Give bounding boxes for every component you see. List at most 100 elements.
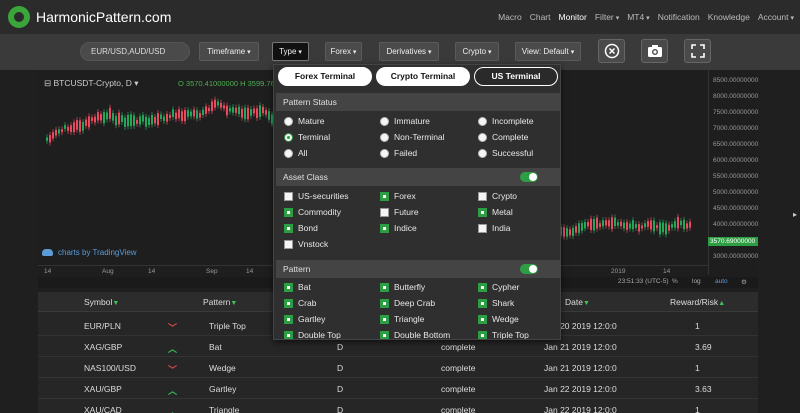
nav-monitor[interactable]: Monitor <box>558 12 587 22</box>
checkbox-checked[interactable] <box>284 330 293 339</box>
asset-class-option-us-securities[interactable]: US-securities <box>284 191 349 201</box>
asset-class-option-crypto[interactable]: Crypto <box>478 191 517 201</box>
checkbox-checked[interactable] <box>380 223 389 233</box>
pattern-status-option-non-terminal[interactable]: Non-Terminal <box>380 132 445 142</box>
us-terminal-button[interactable]: US Terminal <box>474 67 558 86</box>
asset-class-option-future[interactable]: Future <box>380 207 419 217</box>
derivatives-dropdown[interactable]: Derivatives <box>379 42 439 61</box>
timeframe-dropdown[interactable]: Timeframe <box>199 42 259 61</box>
checkbox-checked[interactable] <box>478 298 487 308</box>
checkbox-checked[interactable] <box>478 282 487 292</box>
radio-unchecked[interactable] <box>478 148 487 158</box>
checkbox-checked[interactable] <box>284 314 293 324</box>
asset-class-option-india[interactable]: India <box>478 223 510 233</box>
forex-dropdown[interactable]: Forex <box>325 42 362 61</box>
col-symbol[interactable]: Symbol▼ <box>84 297 120 307</box>
pattern-option-triangle[interactable]: Triangle <box>380 314 424 324</box>
auto-toggle[interactable]: auto <box>715 278 728 285</box>
radio-checked[interactable] <box>284 132 293 142</box>
nav-macro[interactable]: Macro <box>498 12 522 22</box>
snapshot-button[interactable] <box>641 39 668 63</box>
fullscreen-button[interactable] <box>684 39 711 63</box>
radio-unchecked[interactable] <box>380 116 389 126</box>
pattern-option-bat[interactable]: Bat <box>284 282 311 292</box>
checkbox-checked[interactable] <box>478 330 487 339</box>
chart-symbol[interactable]: ⊟ BTCUSDT-Crypto, D ▾ <box>44 78 139 88</box>
asset-class-toggle[interactable] <box>520 172 538 182</box>
nav-mt4[interactable]: MT4 <box>627 12 649 22</box>
pattern-status-option-immature[interactable]: Immature <box>380 116 430 126</box>
checkbox-checked[interactable] <box>478 207 487 217</box>
checkbox-checked[interactable] <box>284 223 293 233</box>
brand[interactable]: HarmonicPattern.com <box>8 6 171 28</box>
checkbox-checked[interactable] <box>380 330 389 339</box>
nav-chart[interactable]: Chart <box>529 12 551 22</box>
pattern-status-option-successful[interactable]: Successful <box>478 148 533 158</box>
forex-terminal-button[interactable]: Forex Terminal <box>278 67 372 86</box>
checkbox-checked[interactable] <box>478 314 487 324</box>
pattern-option-shark[interactable]: Shark <box>478 298 514 308</box>
log-toggle[interactable]: log <box>692 278 701 285</box>
checkbox-checked[interactable] <box>284 298 293 308</box>
radio-unchecked[interactable] <box>284 148 293 158</box>
pattern-option-double-top[interactable]: Double Top <box>284 330 341 339</box>
checkbox-checked[interactable] <box>380 191 389 201</box>
nav-knowledge[interactable]: Knowledge <box>707 12 750 22</box>
symbol-search-input[interactable]: EUR/USD,AUD/USD <box>80 42 190 61</box>
price-axis[interactable]: 8500.00000000 8000.00000000 7500.00000000 7… <box>708 70 758 275</box>
radio-unchecked[interactable] <box>380 132 389 142</box>
pattern-option-crab[interactable]: Crab <box>284 298 316 308</box>
asset-class-option-vnstock[interactable]: Vnstock <box>284 239 328 249</box>
clear-button[interactable] <box>598 39 625 63</box>
right-chevron-icon[interactable]: ▸ <box>793 210 798 219</box>
checkbox-unchecked[interactable] <box>284 191 293 201</box>
pattern-option-deep-crab[interactable]: Deep Crab <box>380 298 435 308</box>
pattern-status-option-failed[interactable]: Failed <box>380 148 417 158</box>
asset-class-option-indice[interactable]: Indice <box>380 223 417 233</box>
nav-notification[interactable]: Notification <box>657 12 700 22</box>
radio-unchecked[interactable] <box>478 132 487 142</box>
pattern-status-option-complete[interactable]: Complete <box>478 132 528 142</box>
checkbox-unchecked[interactable] <box>478 191 487 201</box>
pattern-option-butterfly[interactable]: Butterfly <box>380 282 425 292</box>
asset-class-option-commodity[interactable]: Commodity <box>284 207 341 217</box>
pattern-option-gartley[interactable]: Gartley <box>284 314 325 324</box>
pattern-status-option-all[interactable]: All <box>284 148 307 158</box>
pattern-option-wedge[interactable]: Wedge <box>478 314 519 324</box>
asset-class-option-forex[interactable]: Forex <box>380 191 416 201</box>
pattern-status-option-mature[interactable]: Mature <box>284 116 324 126</box>
pattern-option-double-bottom[interactable]: Double Bottom <box>380 330 450 339</box>
checkbox-unchecked[interactable] <box>284 239 293 249</box>
type-dropdown[interactable]: Type <box>272 42 309 61</box>
radio-unchecked[interactable] <box>380 148 389 158</box>
checkbox-checked[interactable] <box>380 298 389 308</box>
checkbox-unchecked[interactable] <box>478 223 487 233</box>
checkbox-checked[interactable] <box>284 207 293 217</box>
asset-class-option-bond[interactable]: Bond <box>284 223 318 233</box>
col-pattern[interactable]: Pattern▼ <box>203 297 238 307</box>
checkbox-checked[interactable] <box>380 314 389 324</box>
checkbox-unchecked[interactable] <box>380 207 389 217</box>
col-date[interactable]: Date▼ <box>565 297 590 307</box>
col-reward-risk[interactable]: Reward/Risk▲ <box>670 297 726 307</box>
nav-filter[interactable]: Filter <box>595 12 619 22</box>
crypto-terminal-button[interactable]: Crypto Terminal <box>376 67 470 86</box>
checkbox-checked[interactable] <box>380 282 389 292</box>
tradingview-credit[interactable]: charts by TradingView <box>42 244 232 260</box>
checkbox-checked[interactable] <box>284 282 293 292</box>
pattern-option-triple-top[interactable]: Triple Top <box>478 330 529 339</box>
crypto-dropdown[interactable]: Crypto <box>455 42 499 61</box>
percent-toggle[interactable]: % <box>672 278 678 285</box>
radio-unchecked[interactable] <box>478 116 487 126</box>
chart-settings-gear-icon[interactable]: ⚙ <box>741 279 747 286</box>
pattern-status-option-terminal[interactable]: Terminal <box>284 132 330 142</box>
pattern-status-option-incomplete[interactable]: Incomplete <box>478 116 534 126</box>
asset-class-option-metal[interactable]: Metal <box>478 207 513 217</box>
radio-unchecked[interactable] <box>284 116 293 126</box>
pattern-option-cypher[interactable]: Cypher <box>478 282 519 292</box>
pattern-toggle[interactable] <box>520 264 538 274</box>
